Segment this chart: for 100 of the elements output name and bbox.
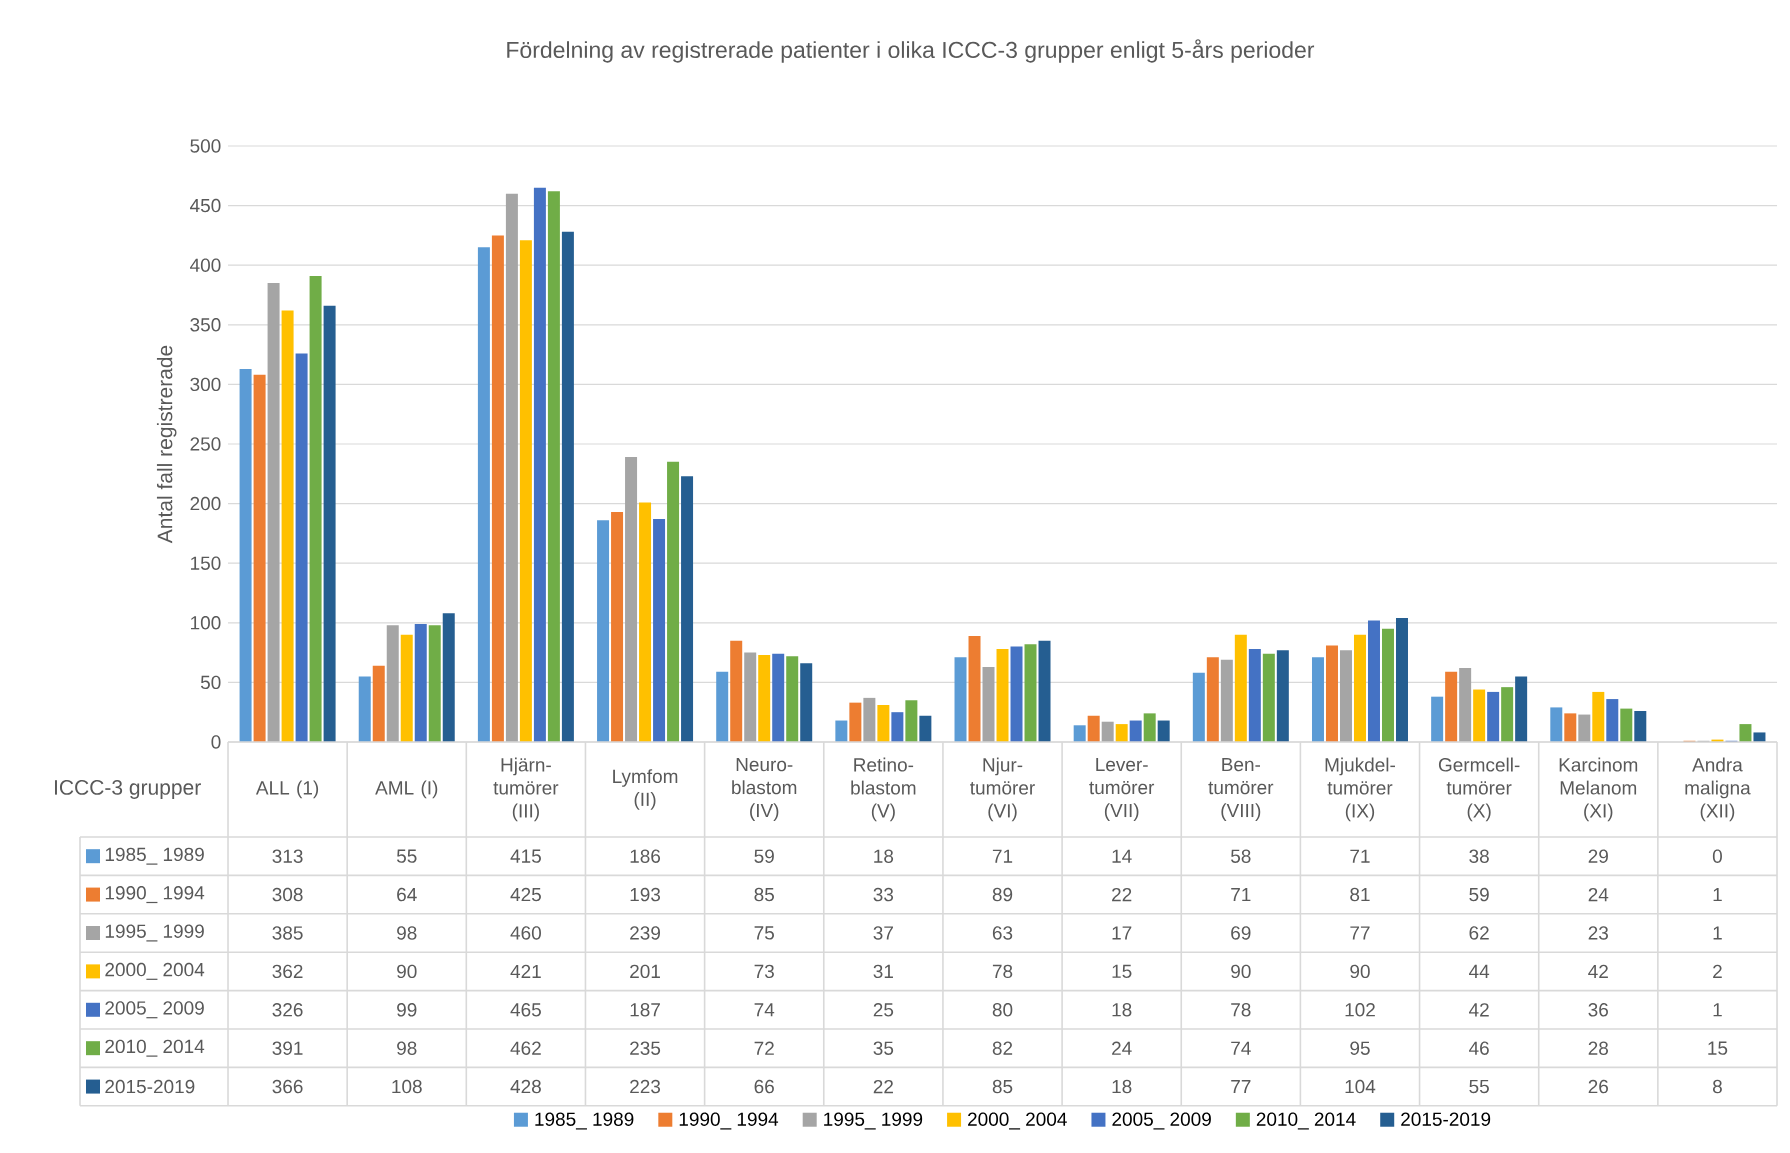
text: 1985_ 1989 — [535, 1112, 634, 1130]
data-label: 26 — [1588, 1079, 1608, 1094]
data-label: 362 — [272, 964, 303, 979]
data-label: 72 — [754, 1041, 774, 1055]
data-label: 71 — [1231, 888, 1251, 902]
data-label: 235 — [630, 1041, 661, 1055]
data-label: 85 — [992, 1079, 1013, 1094]
text: 2010_ 2014 — [1256, 1112, 1356, 1130]
data-label: 77 — [1231, 1080, 1251, 1094]
data-label: 59 — [754, 849, 774, 863]
data-label: 64 — [397, 887, 417, 902]
data-label: 80 — [992, 1003, 1013, 1017]
data-label: 104 — [1345, 1079, 1376, 1094]
data-label: 465 — [510, 1003, 541, 1017]
data-label: 428 — [510, 1079, 541, 1094]
data-label: 22 — [873, 1079, 893, 1094]
x-tick-label: Njur- tumörer (VI) — [970, 757, 1035, 822]
data-label: 201 — [630, 964, 660, 979]
y-axis-title: Antal fall registrerade — [156, 345, 177, 544]
data-label: 308 — [272, 887, 303, 902]
data-label: 18 — [1112, 1079, 1132, 1094]
data-label: 193 — [630, 887, 661, 902]
data-label: 90 — [397, 964, 417, 979]
legend-label: 1995_ 1999 — [105, 924, 204, 942]
legend-label: 2005_ 2009 — [105, 1001, 204, 1019]
data-label: 55 — [1469, 1079, 1489, 1094]
y-tick-label: 250 — [190, 437, 221, 451]
x-tick-label: Andra maligna (XII) — [1685, 757, 1751, 822]
x-tick-label: Lever- tumörer (VII) — [1089, 757, 1155, 821]
data-label: 421 — [510, 964, 541, 979]
data-label: 326 — [272, 1003, 303, 1017]
data-label: 313 — [272, 849, 303, 863]
x-tick-label: Mjukdel- tumörer (IX) — [1325, 757, 1395, 822]
data-label: 98 — [397, 926, 417, 940]
data-label: 58 — [1231, 849, 1251, 863]
legend-label: 1985_ 1989 — [105, 847, 204, 865]
data-label: 8 — [1712, 1079, 1722, 1094]
text: 1990_ 1994 — [679, 1112, 779, 1130]
data-label: 366 — [272, 1079, 303, 1094]
legend-label: 2010_ 2014 — [105, 1039, 205, 1057]
data-label: 82 — [992, 1041, 1013, 1055]
data-label: 33 — [873, 887, 894, 902]
x-axis-title: ICCC-3 grupper — [54, 779, 201, 799]
data-label: 1 — [1713, 1003, 1722, 1017]
data-label: 89 — [992, 887, 1013, 902]
data-label: 18 — [874, 849, 894, 863]
x-tick-label: Hjärn- tumörer (III) — [493, 757, 559, 822]
data-label: 38 — [1469, 849, 1489, 863]
data-label: 15 — [1708, 1041, 1728, 1055]
y-tick-label: 50 — [200, 675, 221, 690]
x-tick-label: Retino- blastom (V) — [851, 757, 916, 822]
x-tick-label: Germcell- tumörer (X) — [1438, 757, 1520, 822]
data-label: 0 — [1712, 849, 1722, 863]
data-label: 81 — [1350, 887, 1370, 902]
legend-label: 2000_ 2004 — [105, 962, 205, 980]
text: 1995_ 1999 — [824, 1112, 923, 1130]
data-label: 1 — [1713, 888, 1722, 902]
data-label: 42 — [1588, 964, 1608, 979]
data-label: 102 — [1345, 1003, 1375, 1017]
text: 2015-2019 — [1401, 1112, 1491, 1126]
data-label: 391 — [272, 1041, 303, 1055]
x-tick-label: Ben- tumörer (VIII) — [1208, 757, 1274, 821]
data-label: 66 — [754, 1079, 774, 1094]
chart-title: Fördelning av registrerade patienter i olika ICCC-3 grupper enligt 5-års perioder — [507, 39, 1315, 63]
text: 2000_ 2004 — [968, 1112, 1067, 1130]
data-label: 90 — [1350, 964, 1370, 979]
data-label: 46 — [1469, 1041, 1489, 1055]
x-tick-label: Neuro- blastom (IV) — [732, 757, 797, 821]
data-label: 85 — [754, 887, 774, 902]
data-label: 15 — [1112, 964, 1132, 979]
data-label: 99 — [397, 1003, 417, 1017]
legend-label: 2015-2019 — [105, 1079, 195, 1094]
x-tick-label: ALL (1) — [255, 780, 319, 799]
data-label: 35 — [873, 1041, 894, 1055]
text: 2005_ 2009 — [1112, 1112, 1211, 1130]
data-label: 59 — [1469, 887, 1489, 902]
data-label: 44 — [1469, 964, 1490, 978]
y-tick-label: 300 — [190, 377, 221, 392]
data-label: 95 — [1350, 1041, 1370, 1055]
data-label: 385 — [272, 926, 303, 940]
y-tick-label: 150 — [191, 556, 221, 570]
y-tick-label: 0 — [211, 735, 221, 749]
x-tick-label: Karcinom Melanom (XI) — [1559, 757, 1638, 822]
data-label: 71 — [1350, 849, 1370, 863]
legend-label: 1990_ 1994 — [105, 886, 205, 904]
data-label: 42 — [1469, 1003, 1489, 1017]
y-tick-label: 450 — [190, 198, 221, 213]
data-label: 108 — [392, 1079, 422, 1094]
data-label: 425 — [510, 887, 541, 902]
data-label: 18 — [1112, 1003, 1132, 1017]
data-label: 77 — [1350, 926, 1370, 940]
data-label: 37 — [873, 926, 893, 940]
data-label: 460 — [510, 926, 541, 940]
data-label: 17 — [1112, 926, 1132, 940]
data-label: 186 — [630, 849, 661, 863]
data-label: 14 — [1112, 849, 1132, 863]
y-tick-label: 400 — [190, 258, 221, 272]
data-label: 24 — [1588, 887, 1609, 902]
data-label: 415 — [510, 849, 541, 863]
y-tick-label: 100 — [191, 616, 221, 630]
